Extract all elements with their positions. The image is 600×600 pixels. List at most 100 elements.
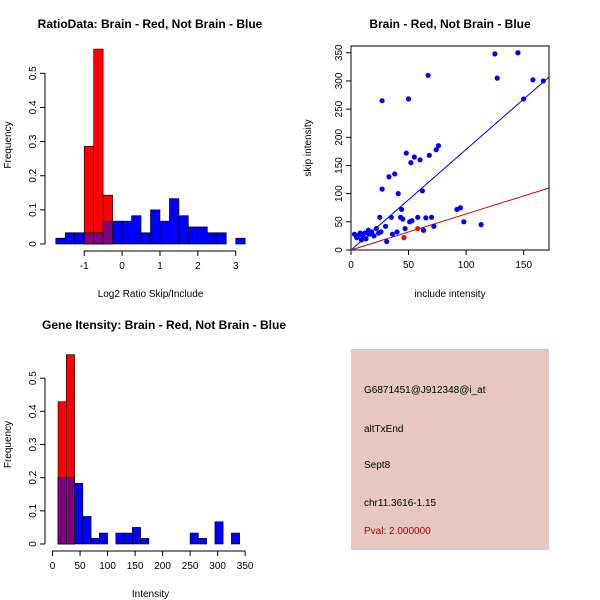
- plot-frame: [350, 45, 550, 251]
- bar-not-brain: [55, 237, 66, 245]
- point-not-brain: [394, 229, 400, 235]
- point-not-brain: [369, 229, 375, 235]
- point-not-brain: [382, 223, 389, 229]
- point-not-brain: [377, 214, 383, 220]
- bar-overlap: [83, 232, 94, 245]
- probe-id-text: G6871451@J912348@i_at: [364, 385, 486, 396]
- point-not-brain: [371, 233, 377, 239]
- bar-overlap: [102, 220, 113, 245]
- y-axis-label: skip intensity: [303, 119, 314, 176]
- y-tick-label: 0: [28, 541, 39, 547]
- x-tick-label: 150: [515, 260, 532, 271]
- y-tick-label: 0.5: [28, 66, 39, 80]
- chromosome-location-text: chr11.3616-1.15: [364, 498, 437, 509]
- y-tick-label: 0: [334, 247, 345, 253]
- point-not-brain: [392, 171, 398, 177]
- not-brain-fit-line: [350, 76, 550, 251]
- point-not-brain: [431, 223, 437, 229]
- x-tick-label: -1: [80, 261, 89, 272]
- bar-not-brain: [140, 232, 151, 245]
- bar-not-brain: [159, 220, 170, 245]
- bar-not-brain: [150, 209, 161, 245]
- bar-not-brain: [216, 232, 227, 245]
- point-not-brain: [478, 222, 484, 228]
- point-not-brain: [373, 225, 379, 232]
- x-tick-label: 350: [237, 561, 254, 572]
- x-axis-label: Log2 Ratio Skip/Include: [98, 289, 204, 300]
- y-tick-label: 150: [334, 157, 345, 174]
- point-not-brain: [425, 72, 431, 78]
- bar-not-brain: [99, 532, 108, 545]
- point-not-brain: [494, 75, 500, 81]
- bar-not-brain: [231, 532, 240, 545]
- point-not-brain: [362, 230, 368, 236]
- point-not-brain: [386, 174, 392, 180]
- chart-title: Gene Itensity: Brain - Red, Not Brain - …: [42, 318, 286, 332]
- y-tick-label: 350: [334, 44, 345, 61]
- bar-not-brain: [121, 220, 132, 245]
- point-not-brain: [461, 219, 467, 225]
- x-tick-label: 0: [348, 260, 354, 271]
- x-tick-label: 50: [75, 561, 87, 572]
- point-not-brain: [423, 215, 429, 221]
- point-not-brain: [409, 218, 415, 224]
- point-not-brain: [428, 214, 435, 220]
- y-tick-label: 0.1: [28, 503, 39, 517]
- point-not-brain: [405, 96, 412, 102]
- chart-title: RatioData: Brain - Red, Not Brain - Blue: [38, 17, 263, 31]
- point-not-brain: [358, 237, 364, 243]
- intensity-histogram-panel: Gene Itensity: Brain - Red, Not Brain - …: [3, 318, 286, 600]
- point-not-brain: [492, 51, 498, 57]
- bar-not-brain: [214, 521, 224, 545]
- bar-not-brain: [123, 532, 133, 545]
- point-not-brain: [408, 160, 414, 166]
- y-axis-label: Frequency: [3, 121, 14, 168]
- bar-brain: [93, 48, 104, 245]
- point-not-brain: [540, 78, 546, 84]
- point-not-brain: [426, 152, 432, 158]
- x-axis-label: Intensity: [132, 589, 169, 600]
- brain-fit-line: [350, 187, 550, 251]
- y-tick-label: 0.1: [28, 202, 39, 216]
- y-axis-label: Frequency: [3, 421, 14, 468]
- bar-not-brain: [235, 237, 246, 245]
- bar-not-brain: [140, 538, 150, 545]
- x-tick-label: 0: [119, 261, 125, 272]
- point-not-brain: [389, 231, 396, 237]
- point-not-brain: [379, 98, 385, 104]
- point-not-brain: [457, 205, 463, 211]
- y-tick-label: 300: [334, 72, 345, 89]
- x-tick-label: 3: [233, 261, 239, 272]
- point-not-brain: [378, 229, 384, 235]
- bar-not-brain: [131, 215, 142, 245]
- event-type-text: altTxEnd: [364, 424, 404, 435]
- bar-not-brain: [82, 516, 92, 545]
- y-tick-label: 0.4: [28, 404, 39, 418]
- point-not-brain: [417, 157, 423, 163]
- point-not-brain: [399, 206, 405, 213]
- x-tick-label: 2: [195, 261, 201, 272]
- point-not-brain: [363, 236, 369, 242]
- bar-not-brain: [74, 232, 85, 245]
- gene-name-text: Sept8: [364, 460, 391, 471]
- y-tick-label: 0.5: [28, 371, 39, 385]
- point-not-brain: [388, 214, 394, 220]
- bar-not-brain: [198, 538, 207, 545]
- y-tick-label: 200: [334, 129, 345, 146]
- point-not-brain: [403, 150, 409, 156]
- bar-brain: [83, 146, 94, 245]
- y-tick-label: 250: [334, 100, 345, 117]
- bar-overlap: [93, 232, 104, 245]
- point-brain: [415, 225, 421, 232]
- x-tick-label: 300: [209, 561, 226, 572]
- bar-not-brain: [112, 220, 123, 245]
- y-tick-label: 0.4: [28, 100, 39, 114]
- point-not-brain: [415, 214, 421, 220]
- y-tick-label: 0.3: [28, 134, 39, 148]
- bar-overlap: [66, 477, 75, 545]
- point-not-brain: [433, 147, 439, 153]
- point-brain: [401, 235, 407, 241]
- y-tick-label: 0.3: [28, 437, 39, 451]
- point-not-brain: [379, 186, 385, 192]
- x-tick-label: 250: [182, 561, 199, 572]
